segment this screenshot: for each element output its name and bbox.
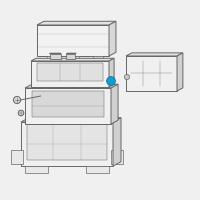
Polygon shape bbox=[37, 63, 103, 81]
Polygon shape bbox=[109, 58, 114, 87]
Circle shape bbox=[18, 110, 24, 116]
Polygon shape bbox=[177, 53, 183, 91]
Polygon shape bbox=[31, 61, 109, 87]
Polygon shape bbox=[11, 150, 23, 164]
Polygon shape bbox=[21, 122, 113, 166]
Polygon shape bbox=[126, 56, 177, 91]
Polygon shape bbox=[111, 84, 118, 124]
Polygon shape bbox=[109, 21, 116, 56]
Polygon shape bbox=[32, 91, 104, 117]
Circle shape bbox=[107, 77, 115, 85]
Polygon shape bbox=[50, 53, 61, 58]
Polygon shape bbox=[66, 53, 75, 58]
Polygon shape bbox=[31, 58, 114, 61]
Polygon shape bbox=[25, 166, 48, 173]
Circle shape bbox=[13, 96, 21, 104]
Polygon shape bbox=[69, 56, 79, 60]
Polygon shape bbox=[25, 88, 111, 124]
Polygon shape bbox=[27, 124, 107, 160]
Polygon shape bbox=[37, 25, 109, 56]
Polygon shape bbox=[86, 166, 109, 173]
Polygon shape bbox=[37, 21, 116, 25]
Polygon shape bbox=[47, 56, 57, 60]
Polygon shape bbox=[113, 118, 121, 166]
Circle shape bbox=[124, 74, 130, 80]
Polygon shape bbox=[93, 56, 103, 60]
Polygon shape bbox=[25, 84, 118, 88]
Polygon shape bbox=[126, 53, 183, 56]
Polygon shape bbox=[21, 118, 121, 122]
Polygon shape bbox=[111, 150, 123, 164]
